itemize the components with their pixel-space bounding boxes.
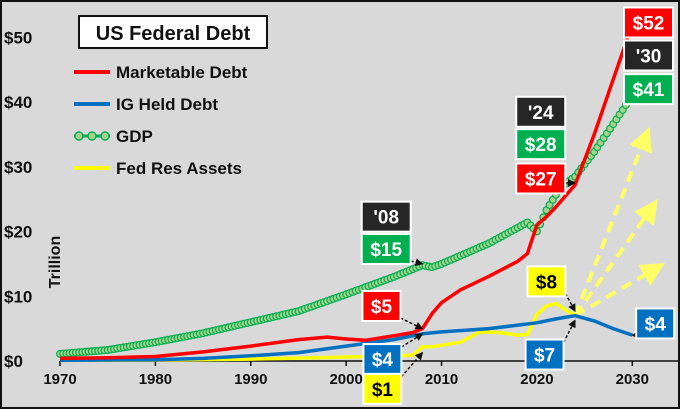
x-tick-label: 2000 — [329, 371, 362, 388]
y-tick-label: $40 — [4, 93, 32, 112]
callout-box — [623, 6, 675, 39]
y-axis-label: Trillion — [47, 236, 64, 288]
legend-label: Fed Res Assets — [116, 159, 242, 178]
callout-box — [623, 39, 675, 72]
callout-label: $4 — [645, 314, 667, 335]
projection-mid-arrow — [573, 199, 658, 317]
callout-box — [515, 162, 567, 195]
y-tick-label: $10 — [4, 287, 32, 306]
callout-box — [635, 307, 676, 340]
callout-leader — [400, 317, 424, 330]
projection-high-arrow — [573, 127, 652, 317]
series-layer — [55, 23, 637, 363]
callout-label: $7 — [534, 346, 555, 367]
series-line-marketable-debt — [59, 23, 634, 361]
callout-label: $52 — [633, 13, 665, 34]
y-tick-label: $20 — [4, 223, 32, 242]
chart-title: US Federal Debt — [96, 23, 251, 45]
legend-marker — [74, 131, 84, 141]
x-tick-label: 2030 — [616, 371, 649, 388]
callout-label: $5 — [371, 297, 393, 318]
callout-box — [360, 233, 412, 266]
legend-marker — [87, 131, 97, 141]
y-tick-label: $30 — [4, 158, 32, 177]
callout-box — [623, 73, 675, 106]
x-tick-label: 1970 — [43, 371, 76, 388]
callout-box — [360, 200, 412, 233]
callout-label: '30 — [636, 46, 662, 67]
callout-label: '08 — [373, 208, 399, 229]
annotation-layer: $52 '30 $41 '24 $28 $27 '08 $15 $5 $4 $1 $8 $7 $4 — [360, 6, 676, 405]
callout-box — [361, 289, 402, 322]
callout-label: $41 — [633, 80, 665, 101]
projection-low-arrow — [574, 263, 665, 318]
callout-leader — [400, 351, 424, 378]
projection-layer — [573, 127, 665, 318]
y-tick-label: $50 — [4, 28, 32, 47]
callout-leader — [410, 258, 424, 267]
callout-label: $1 — [372, 380, 394, 401]
y-tick-label: $0 — [4, 352, 23, 371]
callout-box — [362, 372, 403, 405]
x-tick-label: 1980 — [139, 371, 172, 388]
callout-leader — [401, 333, 424, 348]
callout-label: $27 — [525, 169, 557, 190]
series-line-fed-res-assets — [59, 301, 577, 363]
legend-label: Marketable Debt — [116, 63, 248, 82]
x-tick-label: 1990 — [234, 371, 267, 388]
legend-marker — [100, 131, 110, 141]
callout-label: '24 — [528, 103, 554, 124]
title-box — [78, 15, 268, 49]
callout-label: $8 — [536, 272, 557, 293]
callout-label: $4 — [372, 350, 394, 371]
legend-label: GDP — [116, 127, 153, 146]
callout-leader — [564, 293, 576, 313]
callout-leader — [562, 319, 576, 343]
callout-label: $15 — [370, 240, 402, 261]
callout-box — [515, 95, 567, 128]
callout-box — [362, 343, 403, 376]
callout-box — [524, 338, 565, 371]
callout-box — [515, 128, 567, 161]
x-tick-label: 2010 — [425, 371, 458, 388]
callout-box — [526, 265, 567, 298]
legend-label: IG Held Debt — [116, 95, 218, 114]
callout-label: $28 — [525, 135, 557, 156]
x-tick-label: 2020 — [520, 371, 553, 388]
legend-layer: US Federal Debt Marketable Debt IG Held D… — [74, 15, 268, 178]
